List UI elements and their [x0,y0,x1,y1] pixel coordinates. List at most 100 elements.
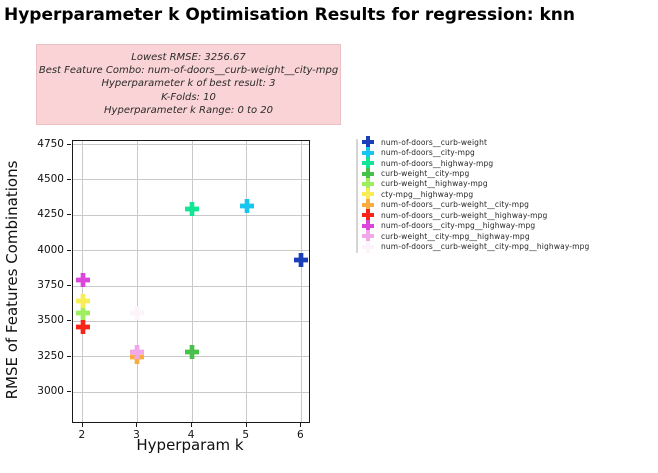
data-point [130,305,145,324]
data-point [75,305,90,324]
gridline-horizontal [73,391,309,393]
legend-plus-marker-icon [362,136,374,149]
data-point [75,272,90,291]
chart-title: Hyperparameter k Optimisation Results fo… [4,5,575,25]
x-axis-label: Hyperparam k [136,436,244,454]
y-tick-mark [67,320,71,322]
x-tick-mark [300,423,302,427]
legend-plus-marker-icon [362,188,374,201]
legend-plus-marker-icon [362,230,374,243]
legend-item: curb-weight__highway-mpg [356,177,658,190]
legend-label: curb-weight__city-mpg__highway-mpg [381,231,530,241]
y-tick-mark [67,285,71,287]
y-tick-mark [67,355,71,357]
legend-plus-marker-icon [362,240,374,253]
gridline-horizontal [73,320,309,322]
y-tick-mark [67,214,71,216]
x-tick-mark [191,423,193,427]
gridline-horizontal [73,250,309,252]
x-tick-label: 2 [78,429,86,441]
data-point [185,344,200,363]
legend-item: num-of-doors__curb-weight [356,136,658,149]
legend-item: num-of-doors__curb-weight__highway-mpg [356,209,658,222]
x-tick-label: 5 [242,429,250,441]
legend-plus-marker-icon [362,177,374,190]
x-tick-label: 3 [133,429,140,441]
x-tick-mark [245,423,247,427]
x-tick-mark [81,423,83,427]
data-point [239,198,254,217]
legend-label: curb-weight__city-mpg [381,169,470,179]
annotation-line-lowest-rmse: Lowest RMSE: 3256.67 [131,52,246,63]
gridline-vertical [246,141,248,422]
legend: num-of-doors__curb-weight num-of-doors__c… [356,136,658,257]
annotation-box: Lowest RMSE: 3256.67 Best Feature Combo:… [36,44,341,125]
legend-label: num-of-doors__highway-mpg [381,158,494,168]
legend-label: num-of-doors__city-mpg [381,148,475,158]
data-point [75,319,90,338]
plot-area [72,140,310,423]
annotation-line-kfolds: K-Folds: 10 [161,91,216,103]
y-tick-label: 4750 [37,137,64,150]
plus-marker-icon [75,273,90,288]
annotation-line-best-combo: Best Feature Combo: num-of-doors__curb-w… [38,65,339,77]
plus-marker-icon [185,202,200,217]
gridline-vertical [191,141,193,422]
y-tick-label: 3500 [37,314,64,327]
y-tick-label: 4000 [37,243,64,256]
gridline-horizontal [73,285,309,287]
legend-frame-edge [356,139,358,253]
x-tick-mark [136,423,138,427]
gridline-horizontal [73,179,309,181]
legend-item: curb-weight__city-mpg__highway-mpg [356,230,658,243]
y-tick-label: 3750 [37,279,64,292]
legend-item: num-of-doors__curb-weight__city-mpg [356,198,658,211]
legend-item: curb-weight__city-mpg [356,167,658,180]
gridline-vertical [300,141,302,422]
legend-plus-marker-icon [362,198,374,211]
legend-label: num-of-doors__curb-weight [381,137,488,147]
y-tick-mark [67,178,71,180]
legend-plus-marker-icon [362,209,374,222]
legend-item: cty-mpg__highway-mpg [356,188,658,201]
y-tick-label: 4500 [37,172,64,185]
plus-marker-icon [75,320,90,335]
legend-label: num-of-doors__curb-weight__city-mpg [381,200,530,210]
legend-label: num-of-doors__curb-weight__highway-mpg [381,210,548,220]
plus-marker-icon [75,306,90,321]
y-tick-label: 4250 [37,208,64,221]
x-tick-label: 6 [297,429,304,441]
x-tick-label: 4 [187,429,195,441]
y-tick-mark [67,143,71,145]
y-axis-label: RMSE of Features Combinations [3,160,21,400]
y-tick-mark [67,249,71,251]
gridline-vertical [136,141,138,422]
legend-item: num-of-doors__city-mpg__highway-mpg [356,219,658,232]
plus-marker-icon [294,253,309,268]
legend-item: num-of-doors__city-mpg [356,146,658,159]
legend-plus-marker-icon [362,157,374,170]
y-tick-mark [67,391,71,393]
legend-label: curb-weight__highway-mpg [381,179,488,189]
plus-marker-icon [185,344,200,359]
legend-label: cty-mpg__highway-mpg [381,189,474,199]
gridline-horizontal [73,144,309,146]
annotation-line-k-range: Hyperparameter k Range: 0 to 20 [104,104,273,116]
y-tick-label: 3000 [37,385,64,398]
legend-label: num-of-doors__city-mpg__highway-mpg [381,221,536,231]
plus-marker-icon [130,305,145,320]
y-tick-label: 3250 [37,349,64,362]
plus-marker-icon [75,294,90,309]
legend-plus-marker-icon [362,167,374,180]
data-point [185,201,200,220]
plus-marker-icon [130,344,145,359]
legend-item: num-of-doors__highway-mpg [356,157,658,170]
annotation-line-best-k: Hyperparameter k of best result: 3 [101,78,276,90]
plus-marker-icon [239,199,254,214]
legend-plus-marker-icon [362,146,374,159]
data-point [75,293,90,312]
data-point [130,344,145,363]
legend-item: num-of-doors__curb-weight__city-mpg__hig… [356,240,658,253]
legend-label: num-of-doors__curb-weight__city-mpg__hig… [381,242,590,252]
